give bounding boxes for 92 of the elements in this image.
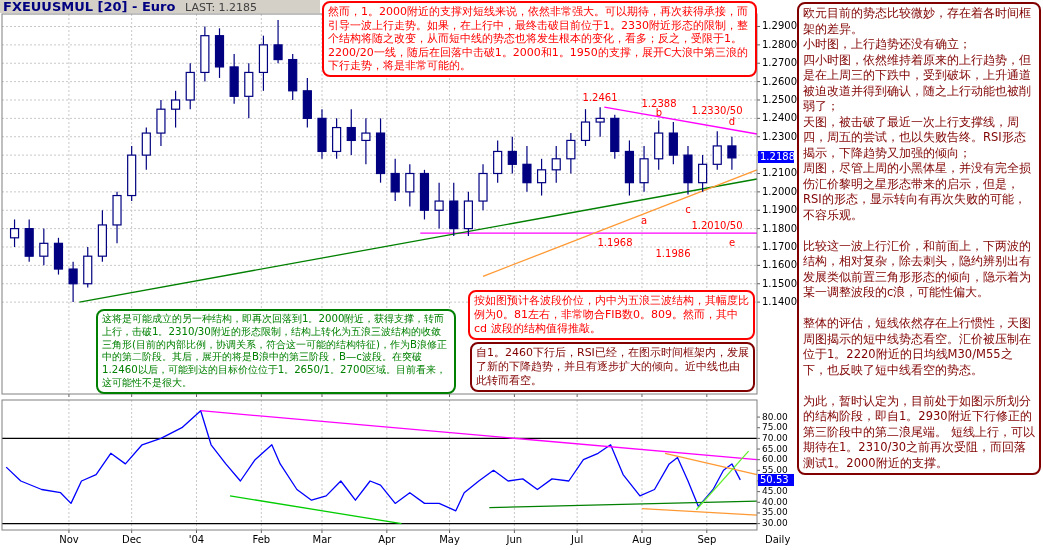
y-tick-label: 1.2700 [762, 57, 797, 69]
candlestick [244, 62, 254, 119]
x-tick-label: '04 [188, 534, 205, 545]
annotation: 按如图预计各波段价位，内中为五浪三波结构，其幅度比例为0。81左右，非常吻合FIB数0。809。然而，其中 cd 波段的结构值得推敲。 [468, 290, 755, 340]
text: 比较这一波上行汇价，和前面上，下两波的结构，相对复杂，除去刺头，隐约辨别出有发展类似前置三角形形态的倾向，隐示着为某一调整波段的c浪，可能性偏大。 [803, 238, 1032, 301]
y-tick-label: 1.1400 [762, 296, 797, 308]
y-tick-label: 1.1600 [762, 259, 797, 271]
y-tick-label: 45.00 [762, 486, 789, 497]
text: 50.53 [760, 474, 789, 485]
annotation: 1.2330/50 [691, 105, 743, 116]
candlestick [698, 154, 708, 193]
x-tick-label: Sep [697, 534, 717, 545]
y-tick-label: 1.2400 [762, 112, 797, 124]
y-tick-label: 55.00 [762, 464, 789, 475]
y-tick-label: 1.2600 [762, 75, 797, 87]
x-tick-label: May [439, 534, 460, 545]
candlestick [68, 261, 78, 303]
candlestick [361, 117, 371, 165]
candlestick [566, 132, 576, 175]
candlestick [346, 108, 356, 156]
candlestick [580, 108, 591, 147]
candlestick [434, 182, 444, 230]
text: 周图，尽管上周的小黑体星，并没有完全损伤汇价黎明之星形态带来的启示，但是，RSI的形态，显示转向有再次失败的可能，不容乐观。 [803, 161, 1032, 223]
y-tick-label: 65.00 [762, 443, 789, 454]
x-tick-label: Nov [59, 534, 79, 545]
y-tick-label: 1.2000 [762, 185, 797, 197]
annotation: 然而，1。2000附近的支撑对短线来说，依然非常强大。可以期待，再次获得承接，而引导一波上行走势。如果，在上行中，最终击破目前位于1。2330附近形态的限制，整个结构将随之改变，从而短中线的势态也将发生根本的变化，看多；反之，受限于1。2200/20一线，随后在回落中击破1。2000和1。1950的支撑，展开C大浪中第三浪的下行走势，将是非常可能的。 [322, 1, 757, 77]
x-axis-title: Daily [765, 534, 791, 545]
candlestick [390, 158, 400, 202]
text: 欧元目前的势态比较微妙，存在着各时间框架的差异。 [803, 6, 1032, 37]
y-tick-label: 60.00 [762, 454, 789, 465]
text: 为此，暂时认定为，目前处于如图示所划分的结构阶段，即自1。2930附近下行修正的第三阶段中的第二浪尾端。 短线上行，可以期待在1。2310/30之前再次受阻，而回落测试1。2000附近的支撑。 [803, 393, 1035, 471]
y-tick-label: 1.2100 [762, 167, 797, 179]
chart-title: FXEUUSMUL [20] - Euro [3, 0, 176, 14]
candlestick [332, 117, 342, 160]
y-tick-label: 1.2900 [762, 20, 797, 32]
annotation: 1.2388 [641, 98, 677, 109]
candlestick [595, 106, 605, 138]
y-tick-label: 75.00 [762, 422, 789, 433]
candlestick [712, 130, 722, 171]
x-tick-label: Jul [570, 534, 584, 545]
y-tick-label: 1.1500 [762, 277, 797, 289]
y-tick-label: 35.00 [762, 507, 789, 518]
candlestick [727, 136, 737, 171]
y-tick-label: 1.2500 [762, 94, 797, 105]
candlestick [493, 139, 503, 184]
annotation: 自1。2460下行后，RSI已经，在图示时间框架内，发展了新的下降趋势，并且有逐步扩大的倾向。近中线也由此转而看空。 [470, 342, 755, 392]
candlestick [668, 121, 678, 165]
y-tick-label: 40.00 [762, 496, 789, 507]
candlestick [639, 145, 649, 193]
y-tick-label: 1.1800 [762, 222, 797, 234]
y-tick-label: 1.2800 [762, 38, 797, 50]
annotation: a [640, 215, 648, 226]
text: 天图，被击破了最近一次上行支撑线，周四，周五的尝试，也以失败告终。RSI形态揭示，下降趋势又加强的倾向； [803, 114, 1027, 161]
candlestick [273, 19, 283, 64]
annotation: c [685, 204, 691, 215]
chart-subtitle: LAST: 1.2185 [185, 1, 258, 14]
candlestick [522, 145, 532, 193]
line-series [5, 410, 741, 512]
text: 四小时图，依然维持着原来的上行趋势，但是在上周三的下跌中，受到破坏，上升通道被迫改道并得到确认，随之上行动能也被削弱了； [803, 52, 1032, 115]
y-tick-label: 1.2300 [762, 130, 797, 142]
annotation: 1.1986 [655, 248, 691, 259]
y-tick-label: 80.00 [762, 411, 789, 422]
candlestick [9, 218, 20, 248]
candlestick [405, 163, 415, 208]
text: 整体的评估，短线依然存在上行惯性，天图周图揭示的短中线势态看空。汇价被压制在位于1。2220附近的日均线M30/M55之下，也反映了短中线看空的势态。 [803, 316, 1032, 378]
annotation: e [728, 237, 736, 248]
candlestick [536, 158, 547, 197]
annotation: 这将是可能成立的另一种结构，即再次回落到1。2000附近，获得支撑，转而上行，击破1。2310/30附近的形态限制，结构上转化为五浪三波结构的收敛三角形(目前的内部比例，协调关系，符合这一可能的结构特征)，作为B浪修正中的第二阶段。其后，展开的将是B浪中的第三阶段，B—c波段。在突破1.2460以后，可能到达的目标价位位于1。2650/1。2700区域。目前看来，这可能性不是很大。 [96, 309, 456, 394]
x-tick-label: Jun [505, 534, 523, 545]
y-tick-label: 70.00 [762, 432, 789, 443]
candlestick [39, 228, 49, 266]
x-tick-label: Aug [632, 534, 652, 545]
annotation: b [655, 107, 663, 118]
y-tick-label: 1.1700 [762, 241, 797, 252]
candlestick [507, 136, 517, 175]
y-tick-label: 30.00 [762, 518, 789, 529]
annotation: d [728, 116, 736, 127]
annotation: 1.1968 [597, 237, 633, 248]
candlestick [156, 99, 166, 147]
text: 小时图，上行趋势还没有确立； [803, 37, 972, 53]
candlestick [170, 90, 181, 129]
x-tick-label: Feb [252, 534, 271, 545]
x-tick-label: Dec [121, 534, 142, 545]
annotation: 1.2010/50 [691, 220, 743, 231]
annotation: 1.2461 [582, 92, 618, 103]
candlestick [141, 126, 151, 171]
x-tick-label: Mar [312, 534, 333, 545]
text: 1.2188 [760, 151, 795, 162]
x-tick-label: Apr [378, 534, 397, 545]
y-tick-label: 1.1900 [762, 204, 797, 216]
candlestick [551, 145, 561, 184]
